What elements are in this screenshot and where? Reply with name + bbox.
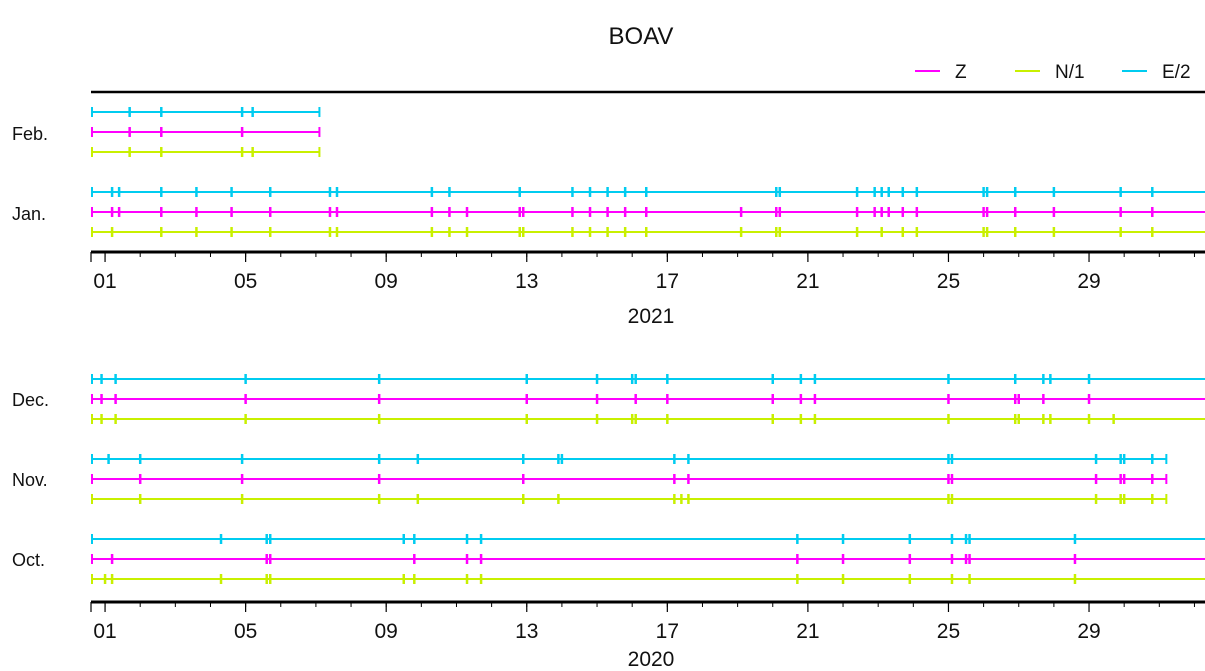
- x-tick-label-29: 29: [1077, 620, 1100, 643]
- x-tick-label-21: 21: [796, 270, 819, 293]
- legend-label-1: N/1: [1055, 62, 1085, 83]
- x-tick-label-05: 05: [234, 620, 257, 643]
- month-jan: Jan.: [12, 187, 1205, 237]
- x-tick-label-29: 29: [1077, 270, 1100, 293]
- x-tick-label-05: 05: [234, 270, 257, 293]
- month-feb: Feb.: [12, 107, 321, 157]
- x-tick-label-25: 25: [937, 270, 960, 293]
- month-nov: Nov.: [12, 454, 1168, 504]
- chart-title: BOAV: [609, 23, 674, 50]
- month-label: Jan.: [12, 204, 46, 224]
- x-tick-label-09: 09: [375, 270, 398, 293]
- x-tick-label-13: 13: [515, 270, 538, 293]
- plot-area: 01 05 09 13 17 21 25 29 2021 Feb. Jan. 01 05 09 13 17 21…: [12, 90, 1205, 671]
- year-label: 2020: [628, 648, 675, 671]
- legend-label-2: E/2: [1162, 62, 1191, 83]
- x-tick-label-01: 01: [93, 620, 116, 643]
- month-label: Feb.: [12, 124, 48, 144]
- month-label: Dec.: [12, 390, 49, 410]
- month-dec: Dec.: [12, 374, 1205, 424]
- panel-2020: 01 05 09 13 17 21 25 29 2020 Dec. Nov. Oct.: [12, 374, 1205, 671]
- year-label: 2021: [628, 305, 675, 328]
- month-label: Nov.: [12, 470, 48, 490]
- x-tick-label-21: 21: [796, 620, 819, 643]
- x-tick-label-17: 17: [656, 620, 679, 643]
- month-label: Oct.: [12, 550, 45, 570]
- x-tick-label-01: 01: [93, 270, 116, 293]
- month-oct: Oct.: [12, 534, 1205, 584]
- legend-label-0: Z: [955, 62, 967, 83]
- x-tick-label-09: 09: [375, 620, 398, 643]
- x-tick-label-13: 13: [515, 620, 538, 643]
- x-tick-label-25: 25: [937, 620, 960, 643]
- panel-2021: 01 05 09 13 17 21 25 29 2021 Feb. Jan.: [12, 90, 1205, 328]
- legend: Z N/1 E/2: [915, 62, 1191, 83]
- x-tick-label-17: 17: [656, 270, 679, 293]
